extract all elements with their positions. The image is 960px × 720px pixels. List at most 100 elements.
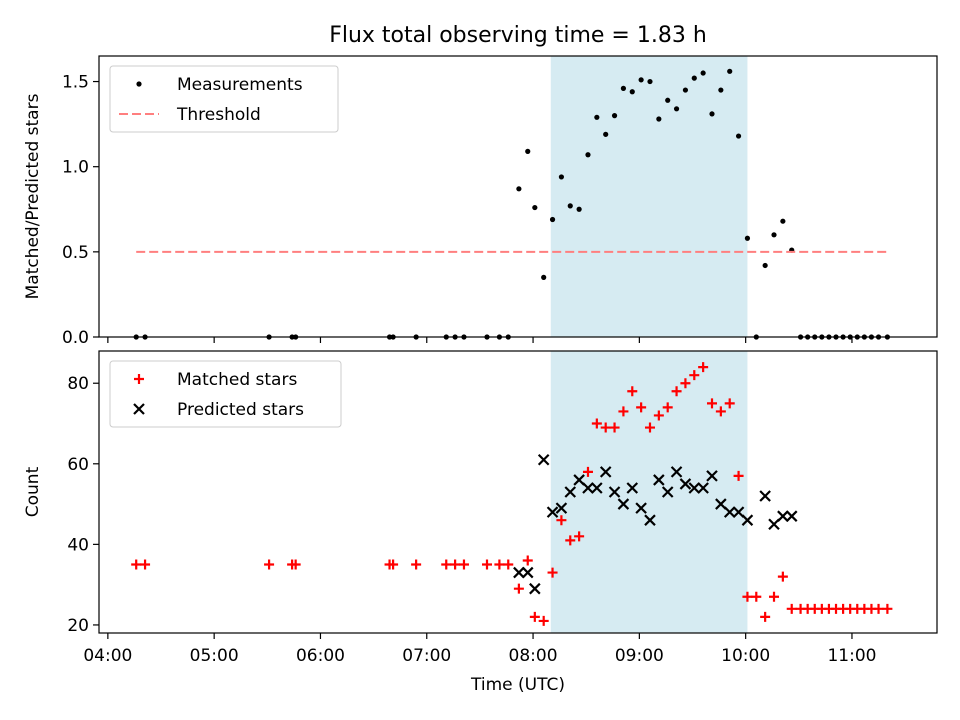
matched-star-point [458, 559, 469, 570]
matched-star-point [751, 591, 762, 602]
measurement-point [576, 206, 582, 212]
predicted-star-point [537, 453, 550, 466]
x-tick-label: 11:00 [827, 646, 876, 666]
matched-star-point [706, 398, 717, 409]
legend-box [109, 65, 339, 133]
matched-star-point [882, 603, 893, 614]
predicted-star-point [741, 514, 754, 526]
count-y-axis-label: Count [23, 466, 43, 517]
ratio-y-axis-label: Matched/Predicted stars [23, 93, 43, 299]
matched-star-point [494, 559, 505, 570]
predicted-star-point [706, 470, 718, 482]
measurement-point [718, 87, 724, 93]
matched-star-point [873, 603, 884, 614]
y-tick-label: 1.0 [62, 158, 89, 178]
measurement-point [665, 97, 671, 103]
predicted-star-point [732, 506, 745, 518]
measurement-point [549, 216, 556, 223]
ratio-y-ticks: 0.0 0.5 1.0 1.5 [62, 73, 99, 348]
measurement-point [629, 89, 635, 95]
predicted-star-point [670, 466, 683, 478]
matched-star-point [591, 418, 602, 429]
predicted-star-point [529, 582, 541, 595]
x-tick-label: 07:00 [402, 646, 451, 666]
matched-star-point [503, 559, 514, 570]
predicted-star-point [513, 566, 525, 579]
y-tick-label: 40 [67, 535, 89, 555]
matched-star-point [140, 559, 151, 570]
count-y-ticks: 20 40 60 80 [67, 374, 99, 636]
count-plot-frame [98, 350, 938, 634]
matched-star-point [627, 386, 638, 397]
matched-star-point [671, 386, 682, 397]
observing-window-highlight [550, 56, 748, 337]
predicted-star-point [546, 506, 559, 518]
legend-box [109, 360, 342, 428]
predicted-star-point [679, 478, 692, 490]
measurement-point [682, 87, 689, 93]
measurement-point [516, 186, 522, 192]
predicted-star-point [626, 482, 639, 494]
ratio-x-ticks [107, 337, 853, 343]
matched-star-point [733, 470, 744, 481]
legend-label: Measurements [177, 75, 303, 95]
matched-star-point [582, 466, 593, 477]
matched-star-point [760, 611, 771, 622]
measurement-point [558, 174, 565, 180]
matched-star-point [481, 559, 492, 570]
legend-x-marker [133, 403, 145, 415]
matched-star-point [618, 406, 629, 417]
matched-star-point [644, 422, 655, 433]
matched-star-point [411, 559, 422, 570]
measurement-point [744, 235, 751, 241]
predicted-star-point [521, 566, 534, 579]
predicted-star-point [785, 510, 798, 522]
legend-plus-marker [134, 374, 144, 384]
ratio-panel: 0.0 0.5 1.0 1.5 Matched/Predicted stars Mea… [23, 55, 938, 348]
predicted-star-point [777, 510, 789, 522]
measurement-point [647, 78, 653, 85]
matched-star-point [264, 559, 275, 570]
x-axis-label: Time (UTC) [470, 675, 565, 695]
matched-star-point [689, 370, 700, 381]
matched-star-point [441, 559, 452, 570]
y-tick-label: 60 [67, 455, 89, 475]
count-marks [131, 362, 893, 626]
x-tick-label: 04:00 [83, 646, 132, 666]
y-tick-label: 20 [67, 616, 89, 636]
matched-star-point [609, 422, 620, 433]
measurement-point [735, 133, 742, 139]
measurement-point [700, 70, 706, 76]
measurement-point [611, 113, 618, 119]
measurement-point [603, 131, 609, 137]
legend-label: Threshold [176, 105, 261, 125]
measurement-point [638, 77, 644, 83]
measurement-point [656, 116, 662, 122]
matched-star-point [636, 402, 647, 413]
matched-star-point [724, 398, 735, 409]
matched-star-point [777, 571, 788, 582]
predicted-star-point [599, 466, 612, 478]
x-tick-label: 05:00 [190, 646, 239, 666]
y-tick-label: 0.0 [62, 328, 89, 348]
observing-window-highlight [550, 351, 748, 633]
measurement-point [691, 75, 697, 81]
chart-title: Flux total observing time = 1.83 h [329, 23, 707, 48]
predicted-star-point [715, 498, 727, 510]
predicted-star-point [759, 490, 771, 502]
predicted-star-point [555, 502, 568, 514]
ratio-legend: Measurements Threshold [109, 65, 339, 133]
measurement-point [532, 204, 538, 211]
measurement-point [709, 111, 715, 117]
measurement-point [673, 106, 680, 112]
x-tick-label: 06:00 [296, 646, 345, 666]
matched-star-point [662, 402, 673, 413]
measurement-point [727, 68, 733, 74]
legend-label: Matched stars [177, 370, 297, 390]
predicted-star-point [582, 482, 594, 494]
x-tick-label: 10:00 [721, 646, 770, 666]
matched-star-point [742, 591, 753, 602]
matched-star-point [786, 603, 797, 614]
predicted-star-point [653, 474, 665, 486]
